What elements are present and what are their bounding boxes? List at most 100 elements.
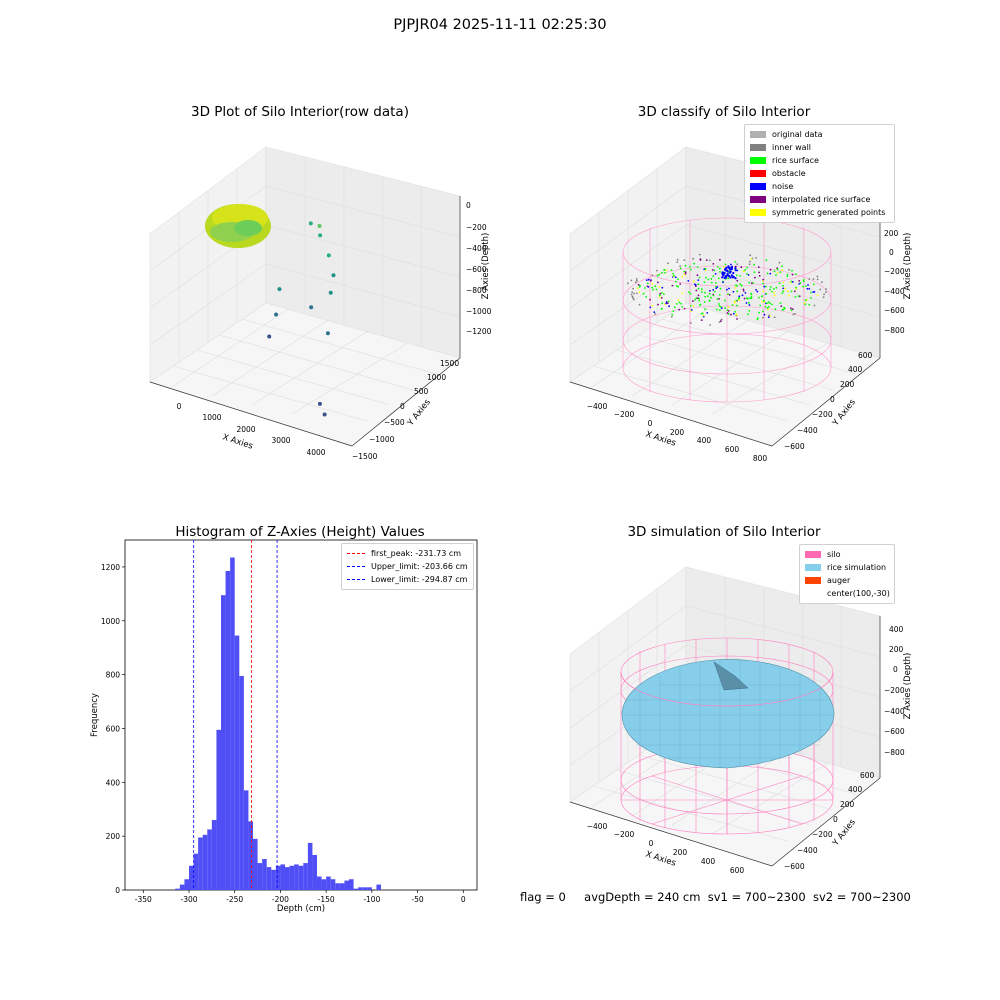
histogram-bar	[184, 879, 189, 890]
histogram-ytick-label: 0	[115, 886, 120, 895]
classified-point	[794, 273, 797, 276]
classified-point	[710, 281, 713, 284]
plot2-xtick: −200	[614, 410, 635, 419]
plot3-xlabel: Depth (cm)	[277, 904, 325, 914]
histogram-bar	[362, 887, 368, 890]
legend-label: noise	[772, 182, 794, 191]
classified-point	[697, 294, 700, 297]
classified-point	[758, 311, 760, 314]
noise-point	[722, 274, 725, 277]
classified-point	[675, 280, 677, 283]
classified-point	[696, 297, 699, 300]
classified-point	[767, 316, 770, 319]
classified-point	[806, 298, 808, 301]
classified-point	[718, 321, 721, 323]
classified-point	[761, 300, 763, 303]
classified-point	[694, 284, 697, 286]
classified-point	[676, 258, 679, 261]
histogram-ytick-label: 400	[106, 778, 121, 787]
classified-point	[791, 269, 793, 272]
plot1-ztick: −400	[466, 244, 487, 253]
classified-point	[720, 318, 723, 321]
legend-swatch	[805, 564, 821, 571]
classified-point	[765, 302, 767, 305]
classified-point	[695, 289, 698, 292]
classified-point	[726, 274, 729, 277]
classified-point	[748, 309, 751, 312]
histogram-bar	[179, 884, 185, 890]
classified-point	[736, 269, 739, 272]
classified-point	[808, 288, 811, 290]
plot4-ztick: −800	[884, 748, 905, 757]
plot1-ztick: 0	[466, 201, 471, 210]
classified-point	[709, 259, 711, 262]
histogram-bar	[294, 864, 299, 890]
plot4-xlabel: X Axies	[644, 849, 677, 868]
classified-point	[779, 271, 782, 273]
histogram-bar	[175, 888, 180, 890]
classified-point	[719, 320, 722, 322]
legend-label: interpolated rice surface	[772, 195, 871, 204]
noise-point	[728, 271, 732, 274]
classified-point	[727, 277, 730, 280]
classified-point	[635, 292, 638, 295]
noise-point	[723, 271, 726, 275]
classified-point	[738, 299, 741, 301]
classified-point	[773, 270, 776, 273]
histogram-bar	[317, 876, 322, 890]
classified-point	[754, 276, 756, 279]
classified-point	[740, 284, 743, 287]
noise-point	[732, 276, 735, 279]
noise-point	[728, 268, 732, 271]
classified-point	[728, 271, 731, 274]
classified-point	[683, 259, 686, 261]
histogram-bar	[225, 570, 231, 890]
histogram-bar	[275, 865, 281, 890]
classified-point	[767, 301, 770, 303]
classified-point	[701, 312, 704, 315]
classified-point	[757, 317, 759, 319]
classified-point	[775, 286, 778, 289]
classified-point	[797, 295, 800, 297]
classified-point	[671, 284, 674, 287]
scatter-point	[328, 290, 333, 295]
plot1-ytick: −1000	[369, 435, 395, 444]
classified-point	[766, 307, 769, 309]
classified-point	[764, 293, 767, 295]
plot4-ytick: 600	[860, 771, 875, 780]
classified-point	[700, 288, 703, 291]
classified-point	[684, 264, 687, 267]
classified-point	[805, 285, 807, 287]
classified-point	[661, 307, 663, 310]
histogram-ytick-label: 200	[106, 832, 121, 841]
classified-point	[790, 309, 793, 312]
noise-point	[734, 269, 737, 272]
classified-point	[679, 265, 681, 268]
classified-point	[631, 295, 634, 298]
classified-point	[775, 274, 777, 276]
classified-point	[802, 279, 805, 281]
classified-point	[753, 271, 756, 274]
noise-point	[725, 269, 728, 272]
classified-point	[660, 307, 663, 310]
legend-item: noise	[750, 180, 889, 193]
classified-point	[668, 305, 670, 308]
histogram-bar	[376, 884, 381, 890]
classified-point	[703, 301, 706, 303]
plot2-ytick: 200	[840, 380, 855, 389]
classified-point	[769, 268, 772, 271]
plot2-ztick: 200	[884, 229, 899, 238]
plot2-xtick: 0	[648, 419, 653, 428]
classified-point	[790, 290, 793, 293]
classified-point	[715, 285, 717, 288]
plot4-ytick: 0	[833, 815, 838, 824]
classified-point	[722, 280, 724, 283]
histogram-bar	[257, 863, 263, 890]
classified-point	[645, 296, 648, 298]
plot2-ylabel: Y Axies	[830, 397, 858, 429]
classified-point	[763, 285, 766, 288]
plot1-xlabel: X Axies	[221, 432, 254, 451]
classified-point	[663, 303, 666, 306]
classified-point	[766, 302, 768, 305]
classified-point	[743, 297, 746, 300]
